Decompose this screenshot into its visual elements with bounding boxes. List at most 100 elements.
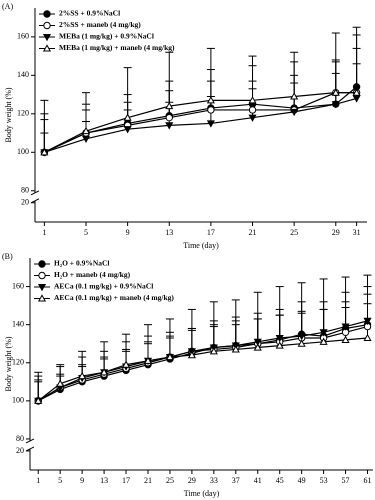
marker [319, 329, 328, 337]
marker [78, 371, 87, 380]
marker [123, 113, 132, 121]
marker [363, 317, 372, 326]
marker [297, 333, 306, 341]
error-bar [331, 32, 340, 93]
marker [253, 343, 262, 351]
x-axis-label: Time (day) [184, 489, 220, 498]
legend-label: AECa (0.1 mg/kg) + maneb (4 mg/kg) [54, 293, 174, 302]
x-tick-label: 25 [166, 476, 174, 485]
legend-label: H₂O + maneb (4 mg/kg) [54, 270, 131, 279]
x-tick-label: 5 [58, 476, 62, 485]
marker [331, 88, 340, 96]
marker [56, 379, 65, 387]
x-tick-label: 33 [210, 476, 218, 485]
x-tick-label: 9 [126, 228, 130, 237]
x-tick-label: 5 [84, 228, 88, 237]
x-axis-label: Time (day) [183, 241, 219, 250]
x-tick-label: 49 [298, 476, 306, 485]
marker [231, 345, 240, 353]
x-tick-label: 57 [342, 476, 350, 485]
marker [187, 350, 196, 359]
marker [123, 126, 132, 134]
x-tick-label: 13 [165, 228, 173, 237]
x-tick-label: 45 [276, 476, 284, 485]
marker [206, 120, 215, 128]
error-bar [81, 92, 90, 132]
y-tick-label: 160 [12, 281, 24, 290]
legend-label: MEBa (1 mg/kg) + maneb (4 mg/kg) [59, 43, 175, 52]
series-line [37, 324, 368, 402]
series-line [37, 320, 368, 402]
y-tick-label: 80 [16, 434, 24, 443]
x-tick-label: 21 [144, 476, 152, 485]
marker [206, 96, 215, 104]
marker [248, 106, 257, 114]
marker [165, 113, 173, 122]
marker [341, 323, 350, 331]
series-line [44, 92, 357, 153]
marker [165, 101, 174, 110]
marker [42, 44, 52, 52]
panel-label: (A) [2, 2, 13, 11]
y-tick-label: 120 [17, 109, 29, 118]
marker [297, 339, 306, 347]
y-tick-label: 140 [17, 70, 29, 79]
x-tick-label: 1 [42, 228, 46, 237]
x-tick-label: 29 [188, 476, 196, 485]
marker [165, 122, 174, 130]
error-bar [165, 51, 174, 107]
marker [209, 347, 218, 355]
axis-break [25, 438, 35, 444]
marker [290, 92, 299, 100]
legend-label: H₂O + 0.9%NaCl [54, 259, 109, 268]
x-tick-label: 25 [290, 228, 298, 237]
marker [341, 335, 350, 343]
series-line [37, 325, 368, 402]
error-bar [40, 119, 49, 153]
y-tick-label: 20 [21, 198, 29, 207]
marker [37, 283, 47, 292]
axis-break [30, 190, 40, 196]
marker [34, 396, 43, 404]
x-tick-label: 9 [80, 476, 84, 485]
marker [275, 334, 284, 343]
y-tick-label: 80 [21, 186, 29, 195]
y-axis-label: Body weight (%) [4, 87, 13, 142]
marker [100, 368, 109, 376]
legend-label: 2%SS + maneb (4 mg/kg) [59, 20, 141, 29]
y-tick-label: 100 [17, 147, 29, 156]
marker [352, 88, 361, 96]
error-bar [123, 67, 132, 118]
error-bar [352, 26, 361, 93]
error-bar [206, 47, 215, 101]
marker [331, 101, 340, 109]
marker [38, 260, 46, 268]
legend-label: 2%SS + 0.9%NaCl [59, 9, 120, 18]
x-tick-label: 17 [207, 228, 215, 237]
x-tick-label: 17 [122, 476, 130, 485]
marker [248, 96, 257, 104]
marker [363, 333, 372, 342]
marker [43, 10, 51, 18]
x-tick-label: 31 [353, 228, 361, 237]
marker [143, 356, 153, 364]
x-tick-label: 21 [249, 228, 257, 237]
axis-break [30, 198, 40, 204]
error-bar [248, 55, 257, 101]
series-line [44, 86, 357, 153]
marker [165, 352, 174, 361]
y-tick-label: 20 [16, 446, 24, 455]
x-tick-label: 61 [364, 476, 372, 485]
error-bar [290, 51, 299, 97]
marker [290, 108, 299, 117]
marker [42, 33, 52, 42]
axis-break [25, 446, 35, 452]
marker [121, 360, 131, 368]
y-tick-label: 140 [12, 319, 24, 328]
y-tick-label: 120 [12, 358, 24, 367]
marker [81, 135, 91, 144]
marker [81, 126, 91, 135]
panel-label: (B) [2, 252, 13, 261]
x-tick-label: 37 [232, 476, 240, 485]
